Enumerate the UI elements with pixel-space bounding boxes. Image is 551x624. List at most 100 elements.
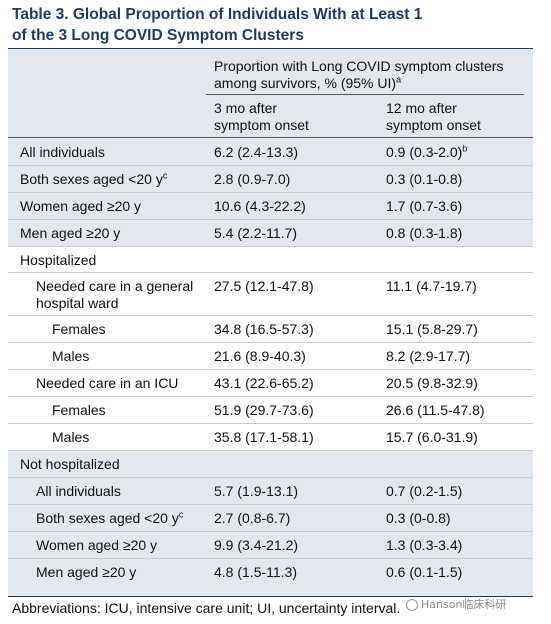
row-label-text: Both sexes aged <20 y <box>20 171 163 187</box>
header-col-12mo: 12 mo after symptom onset <box>386 100 481 134</box>
cell-3mo: 9.9 (3.4-21.2) <box>214 537 299 553</box>
cell-12mo: 1.3 (0.3-3.4) <box>386 537 462 554</box>
table-row: Men aged ≥20 y 4.8 (1.5-11.3) 0.6 (0.1-1.5… <box>8 559 533 586</box>
row-rule <box>8 315 533 316</box>
row-label: Both sexes aged <20 yc <box>20 171 167 188</box>
cell-12mo: 1.7 (0.7-3.6) <box>386 198 462 215</box>
cell-12mo-text: 0.6 (0.1-1.5) <box>386 564 463 580</box>
cell-3mo: 43.1 (22.6-65.2) <box>214 375 314 391</box>
row-label: Men aged ≥20 y <box>36 564 136 581</box>
row-label-text-line2: hospital ward <box>36 295 119 311</box>
row-rule <box>8 369 533 370</box>
header-group-line2-text: among survivors, % (95% UI) <box>214 75 397 91</box>
table-row: Men aged ≥20 y 5.4 (2.2-11.7) 0.8 (0.3-1.8… <box>8 220 533 247</box>
row-label: Females <box>52 402 106 419</box>
table-row: Both sexes aged <20 yc 2.7 (0.8-6.7) 0.3 (… <box>8 505 533 532</box>
cell-3mo: 27.5 (12.1-47.8) <box>214 278 314 294</box>
cell-3mo: 21.6 (8.9-40.3) <box>214 348 306 364</box>
row-label: Females <box>52 321 106 338</box>
row-label-text: All individuals <box>20 144 105 160</box>
table-row: Males 35.8 (17.1-58.1) 15.7 (6.0-31.9) <box>8 424 533 451</box>
row-label-text: Men aged ≥20 y <box>36 564 137 580</box>
cell-3mo: 5.7 (1.9-13.1) <box>214 483 299 499</box>
row-label: Women aged ≥20 y <box>36 537 157 554</box>
cell-12mo: 15.7 (6.0-31.9) <box>386 429 478 446</box>
row-label: Men aged ≥20 y <box>20 225 120 242</box>
header-group-line2: among survivors, % (95% UI)a <box>214 75 503 92</box>
cell-12mo: 15.1 (5.8-29.7) <box>386 321 478 338</box>
cell-3mo: 5.4 (2.2-11.7) <box>214 225 298 241</box>
table-row: Females 34.8 (16.5-57.3) 15.1 (5.8-29.7) <box>8 316 533 343</box>
cell-3mo: 4.8 (1.5-11.3) <box>214 564 298 580</box>
cell-3mo: 51.9 (29.7-73.6) <box>214 402 314 418</box>
row-rule <box>8 531 533 532</box>
wechat-icon <box>406 599 418 611</box>
cell-12mo-text: 0.3 (0-0.8) <box>386 510 451 526</box>
cell-3mo: 35.8 (17.1-58.1) <box>214 429 314 445</box>
header-divider <box>206 94 524 95</box>
row-label: All individuals <box>20 144 105 161</box>
table-row: Females 51.9 (29.7-73.6) 26.6 (11.5-47.8) <box>8 397 533 424</box>
cell-12mo-text: 8.2 (2.9-17.7) <box>386 348 471 364</box>
row-rule <box>8 246 533 247</box>
row-label-text: Hospitalized <box>20 252 97 268</box>
cell-12mo-text: 1.3 (0.3-3.4) <box>386 537 463 553</box>
table-row: Needed care in an ICU 43.1 (22.6-65.2) 20.… <box>8 370 533 397</box>
cell-12mo: 20.5 (9.8-32.9) <box>386 375 478 392</box>
cell-12mo-text: 0.7 (0.2-1.5) <box>386 483 463 499</box>
row-rule <box>8 192 533 193</box>
header-bottom-rule <box>8 137 533 138</box>
header-col-12mo-line2: symptom onset <box>386 117 481 133</box>
row-label-text: Not hospitalized <box>20 456 120 472</box>
cell-12mo-text: 11.1 (4.7-19.7) <box>386 278 477 294</box>
row-label-text: Males <box>52 348 90 364</box>
table-row: Not hospitalized <box>8 451 533 478</box>
cell-3mo: 2.7 (0.8-6.7) <box>214 510 291 526</box>
cell-12mo-footnote: b <box>462 143 468 154</box>
row-rule <box>8 396 533 397</box>
cell-12mo-text: 15.1 (5.8-29.7) <box>386 321 478 337</box>
cell-3mo: 34.8 (16.5-57.3) <box>214 321 314 337</box>
header-group-footnote: a <box>396 74 402 85</box>
row-label: Males <box>52 348 89 365</box>
table-row: Both sexes aged <20 yc 2.8 (0.9-7.0) 0.3 (… <box>8 166 533 193</box>
table-row: All individuals 6.2 (2.4-13.3) 0.9 (0.3-2.… <box>8 139 533 166</box>
cell-12mo-text: 0.8 (0.3-1.8) <box>386 225 463 241</box>
row-label: All individuals <box>36 483 121 500</box>
cell-12mo: 11.1 (4.7-19.7) <box>386 278 477 295</box>
watermark: Hanson临床科研 <box>406 596 506 612</box>
row-label: Needed care in a general hospital ward <box>36 278 193 312</box>
row-rule <box>8 504 533 505</box>
header-group-line1: Proportion with Long COVID symptom clust… <box>214 58 504 74</box>
row-label: Not hospitalized <box>20 456 120 473</box>
row-label-text: Both sexes aged <20 y <box>36 510 179 526</box>
cell-12mo: 0.7 (0.2-1.5) <box>386 483 462 500</box>
row-rule <box>8 477 533 478</box>
row-rule <box>8 165 533 166</box>
row-label-text: Men aged ≥20 y <box>20 225 121 241</box>
row-label-footnote: c <box>178 509 184 520</box>
row-rule <box>8 342 533 343</box>
table-title-line1: Table 3. Global Proportion of Individual… <box>12 6 423 23</box>
table-row: Hospitalized <box>8 247 533 273</box>
cell-12mo-text: 0.3 (0.1-0.8) <box>386 171 463 187</box>
row-label: Males <box>52 429 89 446</box>
cell-12mo: 0.6 (0.1-1.5) <box>386 564 462 581</box>
row-label-text: Females <box>52 321 106 337</box>
watermark-text: Hanson临床科研 <box>421 598 507 611</box>
row-label-text: Males <box>52 429 90 445</box>
row-label-text: All individuals <box>36 483 121 499</box>
row-label: Both sexes aged <20 yc <box>36 510 183 527</box>
cell-12mo-text: 15.7 (6.0-31.9) <box>386 429 478 445</box>
row-rule <box>8 423 533 424</box>
cell-12mo-text: 20.5 (9.8-32.9) <box>386 375 478 391</box>
row-rule <box>8 450 533 451</box>
row-label-text: Needed care in a general <box>36 278 194 294</box>
cell-12mo: 8.2 (2.9-17.7) <box>386 348 470 365</box>
row-rule <box>8 558 533 559</box>
data-table: Proportion with Long COVID symptom clust… <box>8 48 533 597</box>
cell-3mo: 2.8 (0.9-7.0) <box>214 171 291 187</box>
cell-12mo: 0.3 (0-0.8) <box>386 510 451 527</box>
row-rule <box>8 272 533 273</box>
table-row: Needed care in a general hospital ward 27.… <box>8 273 533 316</box>
